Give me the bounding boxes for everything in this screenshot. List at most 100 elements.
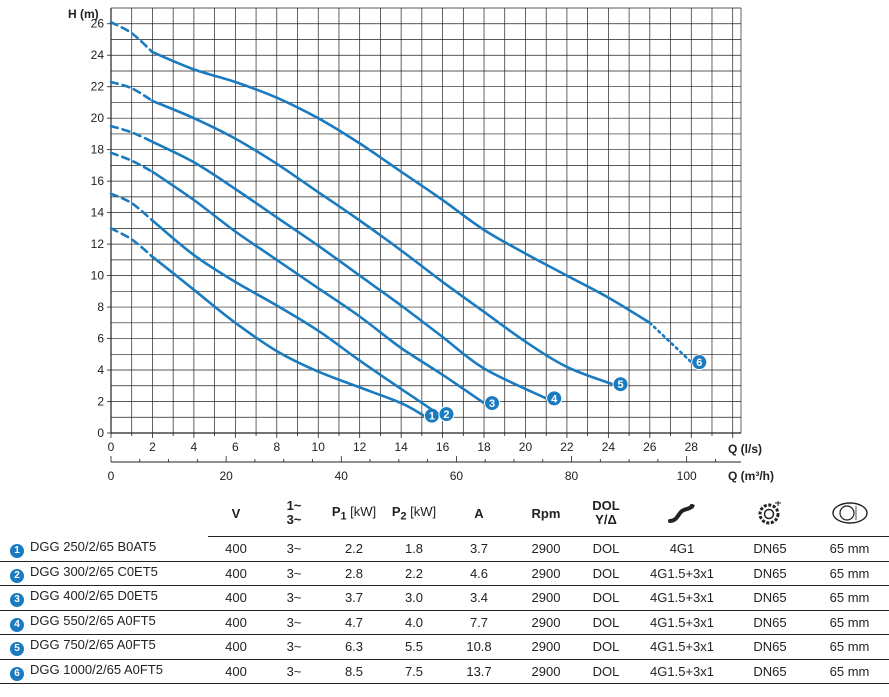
passage-cell: 65 mm [810, 610, 889, 635]
curve-label-badge: 5 [612, 376, 629, 393]
row-number-badge: 1 [10, 544, 24, 558]
table-row: 1 DGG 250/2/65 B0AT5 400 3~ 2.2 1.8 3.7 2900 DOL… [0, 536, 889, 562]
phase-cell: 3~ [264, 610, 324, 635]
voltage-cell: 400 [208, 536, 264, 562]
x2-tick-label: 80 [565, 469, 579, 483]
curve-badge-circle [691, 354, 708, 371]
row-number-badge: 5 [10, 642, 24, 657]
cable-icon [668, 504, 695, 523]
curve-badge-circle [546, 390, 563, 407]
curve-5 [151, 99, 614, 386]
curve-label-badge: 3 [484, 395, 501, 412]
curve-label-badge: 2 [438, 406, 455, 423]
rpm-cell: 2900 [514, 536, 578, 562]
x2-tick-label: 100 [677, 469, 697, 483]
flange-cell: DN65 [730, 561, 810, 586]
y-tick-label: 8 [97, 300, 104, 314]
p1-header: P1 [kW] [324, 490, 384, 537]
y-tick-label: 4 [97, 363, 104, 377]
curve-badge-text: 1 [429, 411, 435, 423]
model-cell: 6 DGG 1000/2/65 A0FT5 [0, 659, 208, 684]
table-row: 6 DGG 1000/2/65 A0FT5 400 3~ 8.5 7.5 13.7 2900 D… [0, 659, 889, 684]
model-name: DGG 300/2/65 C0ET5 [30, 563, 158, 579]
row-number-badge: 3 [10, 593, 24, 608]
p1-cell: 2.2 [324, 536, 384, 562]
y-tick-label: 24 [91, 48, 105, 62]
phase-cell: 3~ [264, 634, 324, 660]
model-column-header [0, 490, 208, 537]
y-tick-label: 0 [97, 426, 104, 440]
pump-spec-table: V 1~ 3~ P1 [kW] P2 [kW] A Rpm DOL Y/Δ [0, 490, 889, 684]
p2-header-main: P [391, 503, 401, 519]
voltage-cell: 400 [208, 634, 264, 660]
flange-cell: DN65 [730, 585, 810, 611]
p1-cell: 3.7 [324, 585, 384, 611]
curve-label-badge: 4 [546, 390, 563, 407]
row-number-badge: 2 [10, 568, 24, 583]
curve-badge-text: 2 [443, 409, 449, 421]
table-header-row: V 1~ 3~ P1 [kW] P2 [kW] A Rpm DOL Y/Δ [0, 490, 889, 537]
flange-cell: DN65 [730, 659, 810, 684]
x-tick-label: 16 [436, 440, 450, 454]
curve-1-dashed-start [109, 227, 154, 258]
x2-tick-label: 0 [108, 469, 115, 483]
table-row: 3 DGG 400/2/65 D0ET5 400 3~ 3.7 3.0 3.4 2900 DOL… [0, 585, 889, 611]
p2-header-unit: [kW] [406, 503, 437, 519]
passage-cell: 65 mm [810, 536, 889, 562]
curve-2-dashed-start [109, 192, 154, 222]
p2-cell: 3.0 [384, 585, 444, 611]
current-header: A [444, 490, 514, 537]
x-axis-title-m3h: Q (m³/h) [728, 469, 774, 483]
cable-cell: 4G1 [634, 536, 730, 562]
cable-cell: 4G1.5+3x1 [634, 585, 730, 611]
p1-cell: 8.5 [324, 659, 384, 684]
curve-5-dashed-start [109, 80, 154, 103]
row-number-badge: 4 [10, 617, 24, 632]
y-tick-label: 6 [97, 332, 104, 346]
curve-6-dashed-start [109, 20, 154, 54]
chart-grid [110, 7, 742, 463]
passage-cell: 65 mm [810, 585, 889, 611]
curve-1 [151, 255, 426, 417]
start-cell: DOL [578, 585, 634, 611]
model-name: DGG 1000/2/65 A0FT5 [30, 661, 163, 677]
start-cell: DOL [578, 659, 634, 684]
curve-badge-circle [484, 395, 501, 412]
p2-header: P2 [kW] [384, 490, 444, 537]
flange-cell: DN65 [730, 536, 810, 562]
curve-badge-circle [612, 376, 629, 393]
rpm-cell: 2900 [514, 634, 578, 660]
model-name: DGG 400/2/65 D0ET5 [30, 588, 158, 604]
x-tick-label: 6 [232, 440, 239, 454]
x-tick-label: 4 [191, 440, 198, 454]
flange-icon [758, 501, 781, 525]
p2-cell: 2.2 [384, 561, 444, 586]
p1-cell: 6.3 [324, 634, 384, 660]
x-tick-label: 18 [477, 440, 491, 454]
y-tick-label: 22 [91, 80, 105, 94]
cable-cell: 4G1.5+3x1 [634, 659, 730, 684]
flange-header [730, 490, 810, 537]
cable-cell: 4G1.5+3x1 [634, 634, 730, 660]
voltage-header: V [208, 490, 264, 537]
passage-cell: 65 mm [810, 634, 889, 660]
y-tick-label: 10 [91, 269, 105, 283]
p1-header-unit: [kW] [346, 503, 377, 519]
curve-badge-text: 3 [489, 398, 495, 410]
rpm-cell: 2900 [514, 659, 578, 684]
y-tick-label: 12 [91, 237, 105, 251]
curve-3 [151, 170, 486, 405]
model-cell: 4 DGG 550/2/65 A0FT5 [0, 610, 208, 635]
rpm-cell: 2900 [514, 561, 578, 586]
p1-cell: 4.7 [324, 610, 384, 635]
y-tick-label: 20 [91, 111, 105, 125]
x-tick-label: 26 [643, 440, 657, 454]
phase-cell: 3~ [264, 659, 324, 684]
x-tick-label: 2 [149, 440, 156, 454]
p2-cell: 1.8 [384, 536, 444, 562]
curve-6-dotted-end [648, 321, 693, 364]
phase-header-bottom: 3~ [286, 512, 302, 527]
current-cell: 3.4 [444, 585, 514, 611]
current-cell: 10.8 [444, 634, 514, 660]
rpm-cell: 2900 [514, 585, 578, 611]
